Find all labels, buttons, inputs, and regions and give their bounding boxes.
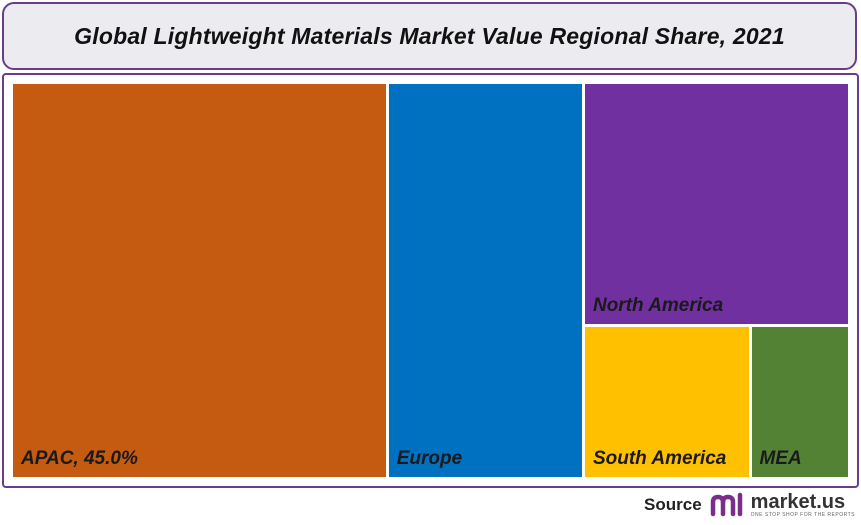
treemap-tile-label: South America	[592, 447, 727, 469]
treemap-tile-mea: MEA	[751, 327, 848, 477]
brand-logo: market.us ONE STOP SHOP FOR THE REPORTS	[710, 492, 855, 518]
treemap-tile-label: Europe	[396, 448, 463, 469]
footer: Source market.us ONE STOP SHOP FOR THE R…	[644, 490, 855, 520]
treemap-tile-europe: Europe	[388, 84, 582, 477]
brand-tagline: ONE STOP SHOP FOR THE REPORTS	[750, 512, 855, 518]
source-label: Source	[644, 495, 702, 514]
market-us-logo-icon	[710, 492, 742, 517]
treemap-tile-label: MEA	[759, 447, 802, 469]
treemap-tile-apac: APAC, 45.0%	[13, 84, 386, 477]
treemap-tile-north-america: North America	[584, 84, 848, 325]
treemap-chart: APAC, 45.0% Europe North America South Amer…	[2, 73, 859, 488]
chart-title-bar: Global Lightweight Materials Market Valu…	[2, 2, 857, 70]
treemap-tile-label: APAC, 45.0%	[21, 448, 138, 469]
chart-title: Global Lightweight Materials Market Valu…	[74, 22, 785, 49]
treemap-tile-south-america: South America	[584, 327, 749, 477]
brand-name: market.us	[750, 491, 846, 513]
treemap-tile-label: North America	[592, 295, 724, 317]
